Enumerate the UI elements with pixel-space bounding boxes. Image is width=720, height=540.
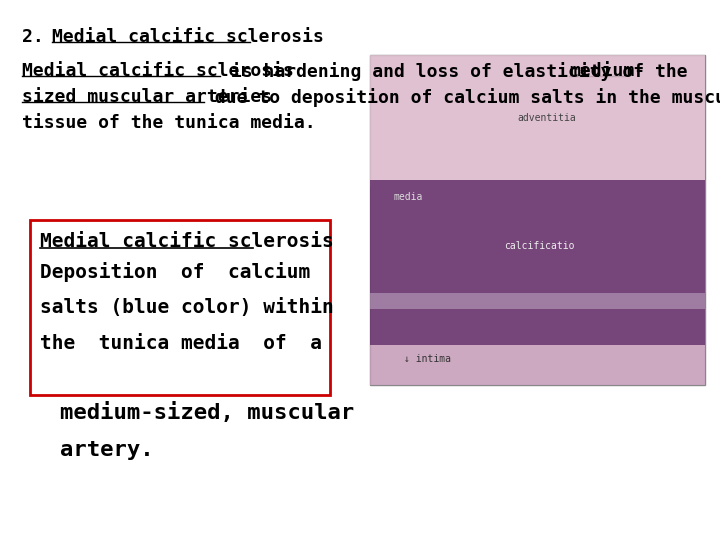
Text: Deposition  of  calcium: Deposition of calcium (40, 262, 310, 282)
Text: ↓ intima: ↓ intima (403, 354, 451, 363)
Text: Medial calcific sclerosis: Medial calcific sclerosis (40, 232, 334, 251)
FancyBboxPatch shape (30, 220, 330, 395)
FancyBboxPatch shape (370, 180, 705, 346)
FancyBboxPatch shape (370, 55, 705, 385)
Text: artery.: artery. (60, 440, 153, 460)
Text: medium-sized, muscular: medium-sized, muscular (60, 402, 354, 423)
FancyBboxPatch shape (370, 346, 705, 385)
Text: medium-: medium- (570, 62, 645, 80)
Text: adventitia: adventitia (518, 113, 576, 123)
FancyBboxPatch shape (370, 293, 705, 309)
Text: Medial calcific sclerosis: Medial calcific sclerosis (22, 62, 294, 80)
Text: the  tunica media  of  a: the tunica media of a (40, 334, 322, 353)
Text: salts (blue color) within: salts (blue color) within (40, 298, 334, 317)
Text: 2.: 2. (22, 28, 44, 46)
Text: tissue of the tunica media.: tissue of the tunica media. (22, 114, 315, 132)
Text: media: media (393, 192, 423, 202)
Text: Medial calcific sclerosis: Medial calcific sclerosis (52, 28, 324, 46)
FancyBboxPatch shape (370, 55, 705, 187)
Text: sized muscular arteries: sized muscular arteries (22, 88, 272, 106)
Text: calcificatio: calcificatio (504, 241, 575, 252)
Text: due to deposition of calcium salts in the muscular: due to deposition of calcium salts in th… (204, 88, 720, 107)
Text: is hardening and loss of elasticity of the: is hardening and loss of elasticity of t… (220, 62, 698, 81)
